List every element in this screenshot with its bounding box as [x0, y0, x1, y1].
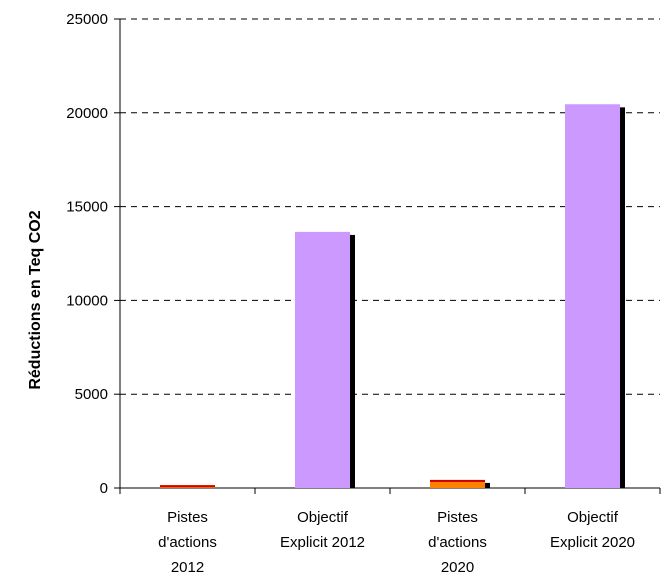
x-tick-label: Objectif Explicit 2020 — [550, 509, 635, 551]
x-tick-label: Pistes d'actions 2020 — [428, 509, 487, 576]
y-tick-label: 20000 — [66, 105, 108, 122]
gridlines — [120, 18, 660, 395]
x-axis: Pistes d'actions 2012 Objectif Explicit 2012… — [119, 487, 661, 576]
bars — [160, 104, 625, 488]
bar-top — [160, 485, 215, 488]
bar-top — [430, 479, 485, 482]
y-tick-label: 10000 — [66, 292, 108, 309]
y-axis: 0 5000 10000 15000 20000 25000 — [66, 11, 121, 497]
bar-top — [565, 104, 620, 107]
bar — [430, 479, 485, 488]
y-tick-label: 15000 — [66, 199, 108, 216]
y-axis-label: Réductions en Teq CO2 — [27, 210, 44, 389]
bar-top — [295, 231, 350, 234]
bar-shadow — [619, 107, 625, 488]
x-tick-label: Pistes d'actions 2012 — [158, 509, 217, 576]
y-tick-label: 5000 — [75, 386, 108, 403]
y-tick-label: 0 — [100, 480, 108, 497]
bar-shadow — [349, 234, 355, 488]
y-tick-label: 25000 — [66, 11, 108, 28]
bar-shadow — [484, 482, 490, 488]
bar — [295, 231, 350, 488]
x-tick-label: Objectif Explicit 2012 — [280, 509, 365, 551]
bar — [565, 104, 620, 488]
